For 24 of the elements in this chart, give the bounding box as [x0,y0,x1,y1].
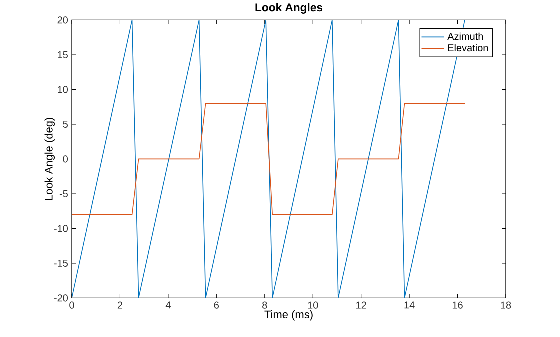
x-tick-label: 0 [70,302,74,309]
y-tick-label: -15 [54,260,68,267]
y-tick-label: 10 [58,86,68,94]
legend-label: Elevation [448,44,488,52]
y-tick-label: 20 [58,16,68,24]
y-tick-label: 15 [58,51,68,58]
x-tick-label: 10 [308,302,318,309]
x-tick-label: 12 [356,302,366,309]
x-tick-label: 14 [404,302,415,309]
y-tick-label: 0 [63,156,68,163]
x-tick-label: 6 [214,302,220,309]
y-tick-label: -20 [54,294,68,302]
y-tick-label: 5 [63,120,68,128]
x-tick-label: 4 [166,302,171,309]
x-tick-label: 16 [452,302,463,309]
x-tick-label: 8 [262,302,268,309]
x-tick-label: 2 [118,302,123,309]
legend-label: Azimuth [448,32,484,40]
x-tick-label: 18 [501,302,512,309]
y-tick-label: -5 [60,190,68,198]
x-axis-title: Time (ms) [264,310,313,321]
chart-title: Look Angles [256,3,323,14]
y-axis-title: Look Angle (deg) [44,118,56,200]
y-tick-label: -10 [54,225,68,232]
